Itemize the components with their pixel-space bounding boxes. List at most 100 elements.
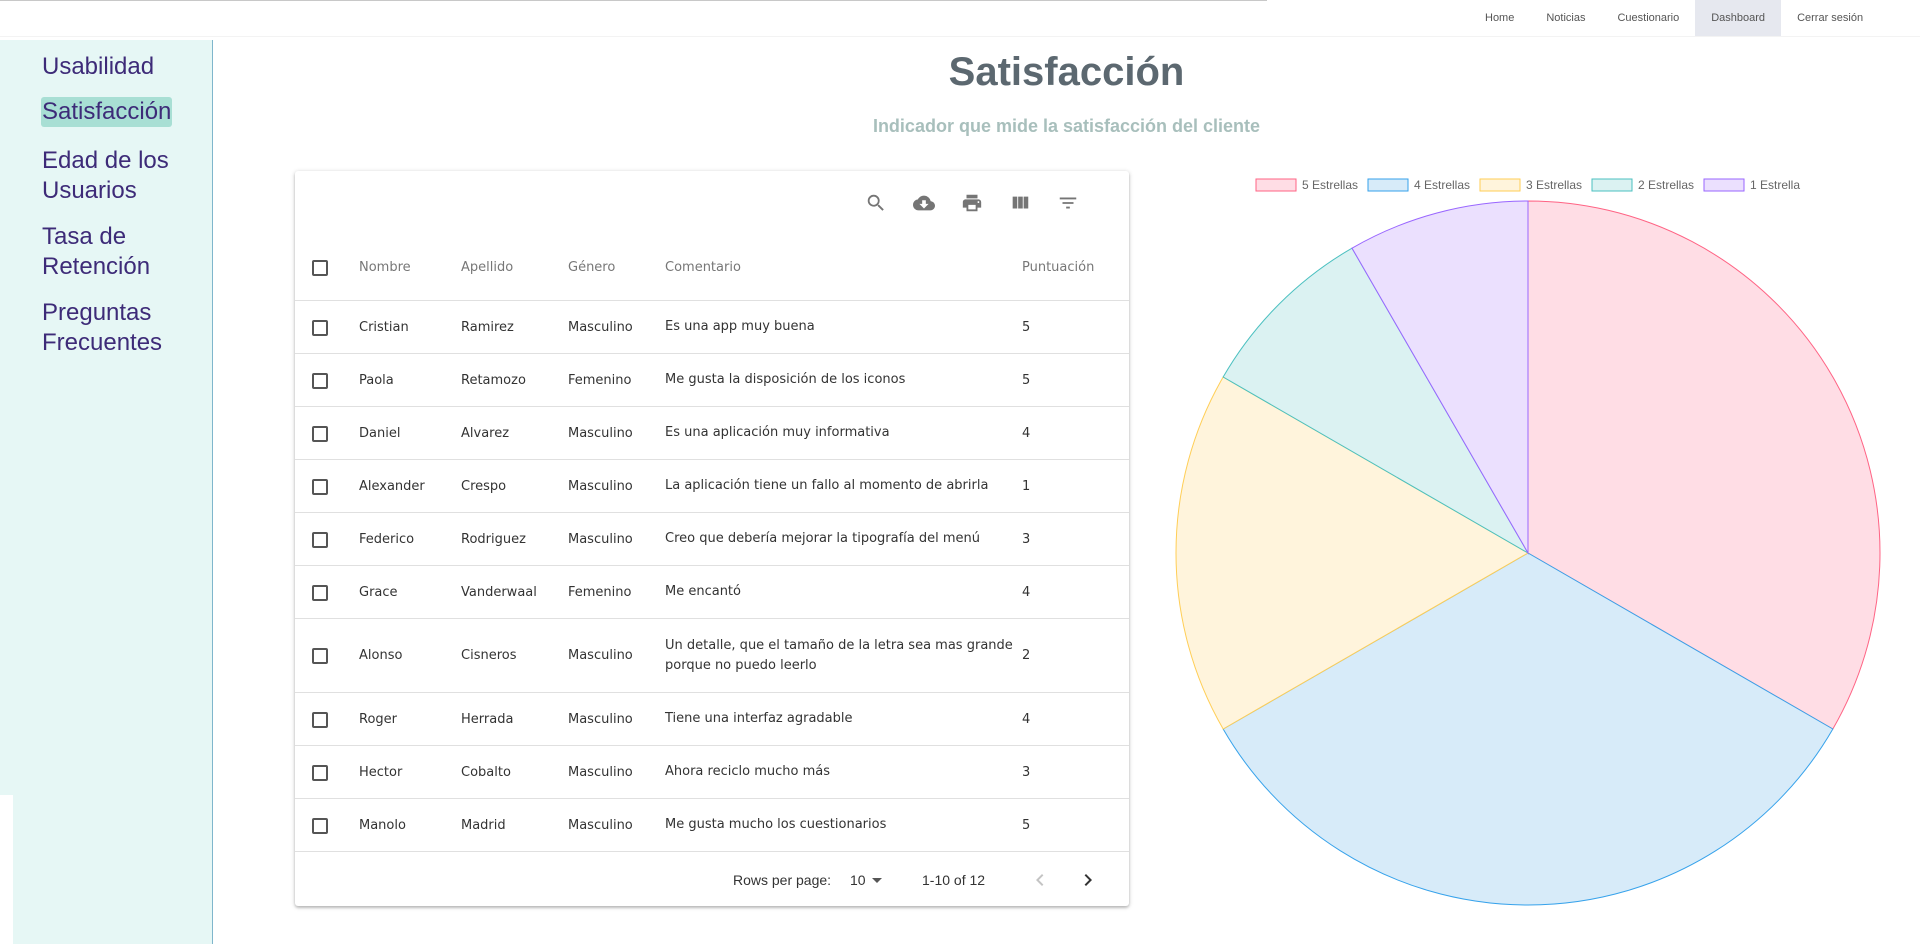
column-header-comentario[interactable]: Comentario — [665, 259, 741, 275]
row-checkbox[interactable] — [312, 372, 328, 389]
row-checkbox[interactable] — [312, 319, 328, 336]
cell-puntuacion: 3 — [1022, 531, 1031, 547]
sidebar-item-label: Frecuentes — [42, 329, 163, 356]
table-row[interactable]: Grace Vanderwaal Femenino Me encantó 4 — [295, 566, 1129, 619]
pie-slice-3-estrellas[interactable] — [1175, 376, 1529, 730]
cell-genero: Femenino — [568, 584, 632, 600]
legend-label: 4 Estrellas — [1414, 178, 1470, 192]
sidebar-gap — [0, 795, 13, 944]
row-checkbox[interactable] — [312, 711, 328, 728]
column-header-apellido[interactable]: Apellido — [461, 260, 514, 275]
pie-slice-5-estrellas[interactable] — [1527, 200, 1881, 730]
sidebar-item-label: Satisfacción — [41, 97, 173, 127]
top-divider — [0, 0, 1267, 1]
view-columns-icon[interactable] — [1004, 187, 1036, 219]
table-row[interactable]: Cristian Ramirez Masculino Es una app muy b… — [295, 301, 1129, 354]
cell-puntuacion: 5 — [1022, 319, 1031, 335]
search-icon[interactable] — [860, 187, 892, 219]
legend-item-3-estrellas[interactable]: 3 Estrellas — [1479, 178, 1582, 192]
next-page-icon[interactable] — [1076, 868, 1100, 892]
row-checkbox[interactable] — [312, 531, 328, 548]
table-row[interactable]: Hector Cobalto Masculino Ahora reciclo much… — [295, 746, 1129, 799]
table-row[interactable]: Alexander Crespo Masculino La aplicación ti… — [295, 460, 1129, 513]
legend-item-5-estrellas[interactable]: 5 Estrellas — [1255, 178, 1358, 192]
legend-item-4-estrellas[interactable]: 4 Estrellas — [1367, 178, 1470, 192]
cell-nombre: Roger — [359, 711, 397, 727]
cell-comentario: Es una aplicación muy informativa — [665, 425, 890, 440]
filter-icon[interactable] — [1052, 187, 1084, 219]
cell-puntuacion: 3 — [1022, 764, 1031, 780]
pie-slice-1-estrella[interactable] — [1351, 200, 1529, 555]
column-header-puntuacion[interactable]: Puntuación — [1022, 260, 1095, 275]
caret-down-icon[interactable] — [872, 878, 882, 883]
nav-item-noticias[interactable]: Noticias — [1546, 12, 1586, 24]
previous-page-icon[interactable] — [1028, 868, 1052, 892]
table-row[interactable]: Manolo Madrid Masculino Me gusta mucho los … — [295, 799, 1129, 852]
table-row[interactable]: Paola Retamozo Femenino Me gusta la disposi… — [295, 354, 1129, 407]
cell-comentario: Es una app muy buena — [665, 319, 815, 334]
cell-nombre: Hector — [359, 764, 403, 780]
table-row[interactable]: Daniel Alvarez Masculino Es una aplicación … — [295, 407, 1129, 460]
print-icon[interactable] — [956, 187, 988, 219]
cell-apellido: Retamozo — [461, 372, 526, 388]
cell-nombre: Alexander — [359, 478, 425, 494]
satisfaction-pie-chart: 5 Estrellas 4 Estrellas 3 Estrellas 2 Estre… — [1175, 178, 1881, 906]
cell-puntuacion: 1 — [1022, 478, 1031, 494]
cell-genero: Masculino — [568, 531, 633, 547]
legend-swatch — [1591, 178, 1633, 192]
rows-per-page-label: Rows per page: — [733, 872, 832, 888]
cell-apellido: Ramirez — [461, 319, 514, 335]
select-all-checkbox[interactable] — [312, 260, 328, 276]
page-subtitle: Indicador que mide la satisfacción del c… — [872, 116, 1261, 136]
row-checkbox[interactable] — [312, 764, 328, 781]
download-icon[interactable] — [908, 187, 940, 219]
legend-swatch — [1703, 178, 1745, 192]
row-checkbox[interactable] — [312, 817, 328, 834]
cell-apellido: Rodriguez — [461, 531, 526, 547]
sidebar-item-label: Preguntas — [42, 299, 152, 326]
cell-nombre: Grace — [359, 584, 398, 600]
cell-comentario: Tiene una interfaz agradable — [665, 711, 853, 726]
legend-swatch — [1255, 178, 1297, 192]
sidebar-item-label: Tasa de — [42, 223, 127, 250]
table-row[interactable]: Alonso Cisneros Masculino Un detalle, que e… — [295, 619, 1129, 693]
column-header-nombre[interactable]: Nombre — [359, 260, 411, 275]
sidebar-item-label: Usuarios — [42, 177, 137, 204]
pie-slice-2-estrellas[interactable] — [1222, 247, 1530, 555]
legend-swatch — [1367, 178, 1409, 192]
cell-genero: Masculino — [568, 425, 633, 441]
legend-item-2-estrellas[interactable]: 2 Estrellas — [1591, 178, 1694, 192]
rows-per-page-select[interactable]: 10 — [850, 872, 866, 888]
cell-apellido: Crespo — [461, 478, 507, 494]
table-row[interactable]: Federico Rodriguez Masculino Creo que deber… — [295, 513, 1129, 566]
column-header-genero[interactable]: Género — [568, 260, 616, 275]
sidebar-item-satisfaccion[interactable]: Satisfacción — [41, 97, 173, 127]
row-checkbox[interactable] — [312, 478, 328, 495]
cell-puntuacion: 5 — [1022, 817, 1031, 833]
sidebar-item-tasa-de-retencion[interactable]: Tasa de Retención — [41, 222, 151, 282]
cell-apellido: Cobalto — [461, 764, 511, 780]
nav-item-dashboard[interactable]: Dashboard — [1695, 0, 1782, 36]
legend-label: 5 Estrellas — [1302, 178, 1358, 192]
navbar-divider — [0, 36, 1920, 37]
top-nav-menu: Home Noticias Cuestionario Dashboard Cerrar … — [1469, 0, 1879, 36]
row-checkbox[interactable] — [312, 648, 328, 664]
row-checkbox[interactable] — [312, 584, 328, 601]
nav-item-cerrar-sesi-n[interactable]: Cerrar sesión — [1797, 12, 1864, 24]
sidebar-item-usabilidad[interactable]: Usabilidad — [41, 52, 155, 82]
table-row[interactable]: Roger Herrada Masculino Tiene una interfaz … — [295, 693, 1129, 746]
cell-nombre: Alonso — [359, 648, 403, 663]
cell-puntuacion: 2 — [1022, 648, 1031, 663]
row-checkbox[interactable] — [312, 425, 328, 442]
sidebar — [0, 40, 213, 944]
legend-item-1-estrella[interactable]: 1 Estrella — [1703, 178, 1800, 192]
sidebar-item-edad-de-los-usuarios[interactable]: Edad de los Usuarios — [41, 146, 170, 206]
cell-genero: Masculino — [568, 764, 633, 780]
nav-item-cuestionario[interactable]: Cuestionario — [1617, 12, 1680, 24]
cell-comentario: La aplicación tiene un fallo al momento … — [665, 478, 989, 493]
cell-apellido: Herrada — [461, 711, 514, 727]
cell-nombre: Paola — [359, 372, 394, 388]
nav-item-home[interactable]: Home — [1485, 12, 1515, 24]
cell-genero: Masculino — [568, 319, 633, 335]
sidebar-item-preguntas-frecuentes[interactable]: Preguntas Frecuentes — [41, 298, 163, 358]
